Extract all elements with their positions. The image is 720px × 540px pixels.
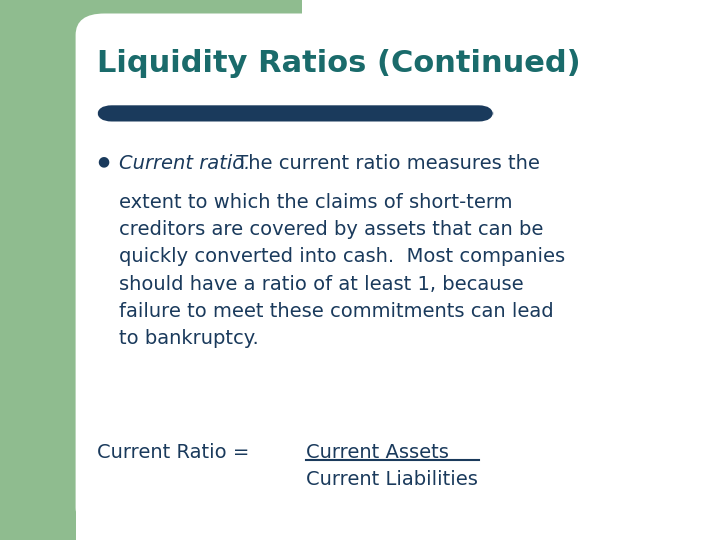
- Text: ●: ●: [97, 154, 109, 168]
- Text: Current ratio.: Current ratio.: [119, 154, 250, 173]
- Text: The current ratio measures the: The current ratio measures the: [230, 154, 540, 173]
- Text: Current Liabilities: Current Liabilities: [307, 470, 478, 489]
- Text: Current Ratio =: Current Ratio =: [97, 443, 256, 462]
- Text: extent to which the claims of short-term
creditors are covered by assets that ca: extent to which the claims of short-term…: [119, 193, 565, 348]
- Text: Liquidity Ratios (Continued): Liquidity Ratios (Continued): [97, 49, 581, 78]
- Text: Current Assets: Current Assets: [306, 443, 449, 462]
